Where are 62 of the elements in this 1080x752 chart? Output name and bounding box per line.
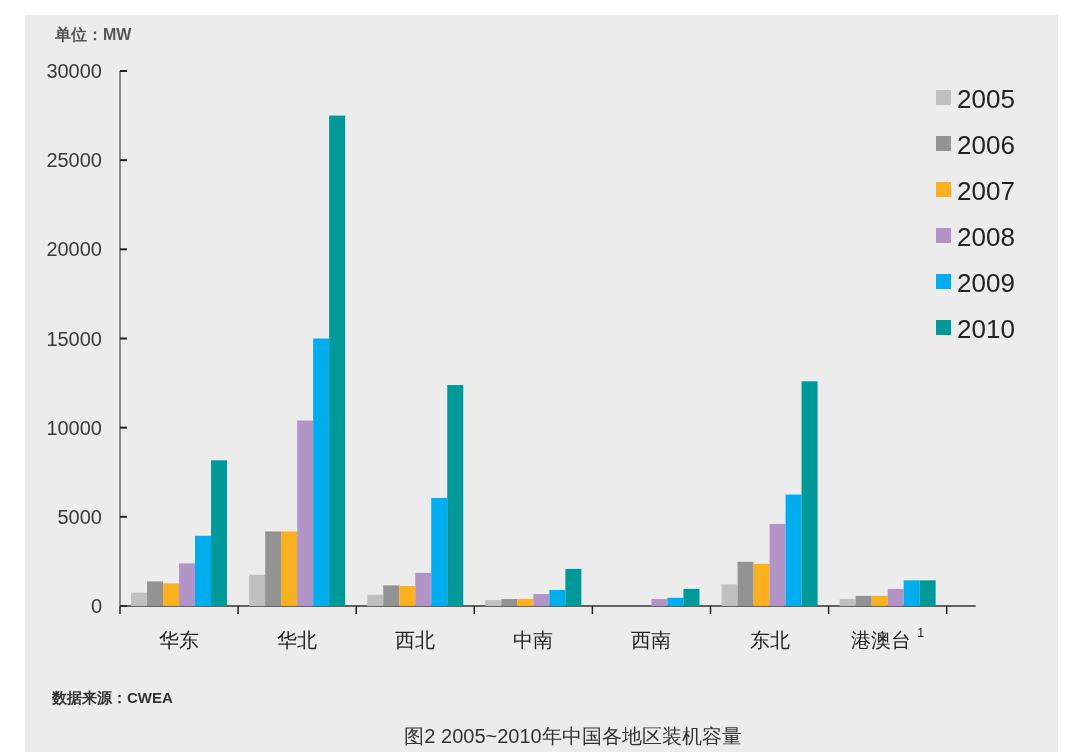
y-tick-label: 20000: [46, 238, 102, 261]
bar: [399, 586, 416, 606]
bar: [903, 580, 920, 606]
bar: [485, 600, 502, 606]
bar: [131, 592, 148, 606]
bar: [533, 594, 550, 606]
bar: [721, 584, 738, 606]
bar: [281, 531, 298, 606]
legend-label: 2007: [957, 176, 1015, 206]
bar: [801, 381, 818, 606]
bar: [329, 115, 346, 606]
bar: [651, 599, 668, 606]
bar: [313, 338, 330, 606]
legend-label: 2005: [957, 84, 1015, 114]
bar: [683, 588, 700, 606]
source-note: 数据来源：CWEA: [51, 688, 173, 706]
bar: [367, 594, 384, 606]
bar: [265, 531, 282, 606]
bar: [549, 589, 566, 606]
legend-label: 2006: [957, 130, 1015, 160]
x-tick-label: 港澳台$^{1}$: [851, 625, 925, 651]
x-tick-label: 中南: [513, 629, 554, 651]
bar: [565, 568, 582, 606]
bar: [769, 523, 786, 606]
y-tick-label: 25000: [46, 149, 102, 172]
bar: [447, 385, 464, 606]
bar: [431, 497, 448, 606]
x-tick-label: 西北: [395, 629, 436, 651]
legend-label: 2008: [957, 222, 1015, 252]
bar: [147, 581, 164, 606]
bar: [249, 574, 266, 606]
y-tick-label: 10000: [46, 416, 102, 439]
bar: [737, 561, 754, 606]
text: 图2 2005~2010年中国各地区装机容量: [404, 725, 742, 747]
x-tick-label: 东北: [749, 629, 790, 651]
bar: [887, 588, 904, 606]
y-tick-label: 0: [90, 595, 102, 617]
bar: [855, 595, 872, 606]
bar: [415, 572, 432, 606]
y-tick-label: 30000: [46, 60, 102, 82]
bar: [195, 535, 212, 606]
bar: [297, 420, 314, 606]
bar: [839, 599, 856, 606]
bar: [163, 583, 180, 606]
bar: [179, 563, 196, 606]
x-tick-label: 西南: [631, 629, 672, 651]
bar: [517, 598, 534, 606]
bar: [785, 494, 802, 606]
bar: [919, 580, 936, 606]
bar: [753, 563, 770, 606]
bar: [667, 597, 684, 606]
legend-label: 2010: [957, 314, 1015, 344]
x-tick-label: 华东: [159, 629, 200, 651]
bar: [501, 599, 518, 606]
bar: [871, 595, 888, 606]
x-tick-label: 华北: [277, 629, 318, 651]
y-tick-label: 15000: [46, 327, 102, 350]
bar: [383, 585, 400, 606]
y-tick-label: 5000: [57, 505, 102, 528]
y-axis-title: 单位：MW: [54, 25, 133, 43]
bar: [211, 460, 228, 606]
legend-label: 2009: [957, 268, 1015, 298]
